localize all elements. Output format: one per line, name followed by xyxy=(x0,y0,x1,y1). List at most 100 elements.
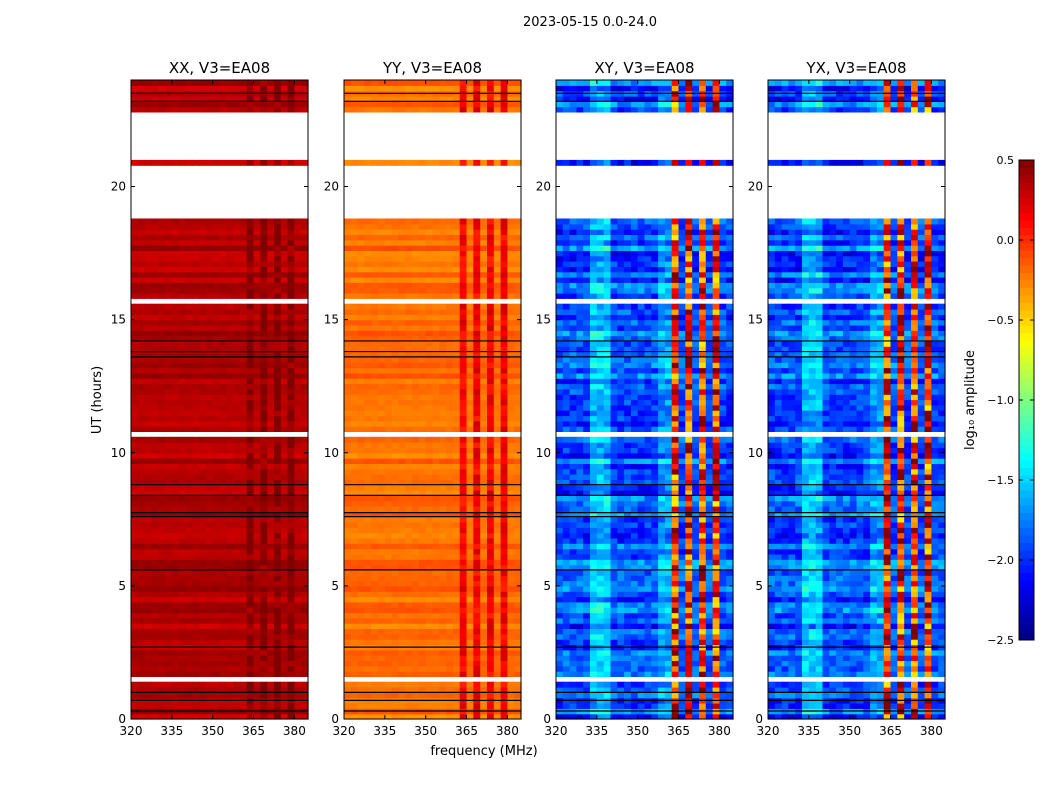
heatmap-cell xyxy=(192,325,199,331)
heatmap-cell xyxy=(213,522,220,528)
heatmap-cell xyxy=(514,330,521,336)
heatmap-cell xyxy=(151,474,158,480)
heatmap-cell xyxy=(301,160,308,166)
heatmap-cell xyxy=(412,570,419,576)
heatmap-cell xyxy=(186,368,193,374)
heatmap-cell xyxy=(145,533,152,539)
heatmap-cell xyxy=(131,570,138,576)
heatmap-cell xyxy=(514,629,521,635)
heatmap-cell xyxy=(453,394,460,400)
heatmap-cell xyxy=(254,219,261,225)
heatmap-cell xyxy=(274,570,281,576)
heatmap-cell xyxy=(364,639,371,645)
heatmap-cell xyxy=(439,591,446,597)
heatmap-cell xyxy=(460,538,467,544)
heatmap-cell xyxy=(507,586,514,592)
heatmap-cell xyxy=(179,272,186,278)
heatmap-cell xyxy=(267,607,274,613)
heatmap-cell xyxy=(274,629,281,635)
heatmap-cell xyxy=(233,304,240,310)
heatmap-cell xyxy=(473,517,480,523)
heatmap-cell xyxy=(138,245,145,251)
heatmap-cell xyxy=(378,416,385,422)
heatmap-cell xyxy=(507,288,514,294)
heatmap-cell xyxy=(151,266,158,272)
heatmap-cell xyxy=(460,660,467,666)
heatmap-cell xyxy=(344,410,351,416)
heatmap-cell xyxy=(274,293,281,299)
heatmap-cell xyxy=(220,250,227,256)
heatmap-cell xyxy=(412,421,419,427)
heatmap-cell xyxy=(281,703,288,709)
heatmap-cell xyxy=(405,501,412,507)
heatmap-cell xyxy=(473,384,480,390)
heatmap-cell xyxy=(364,623,371,629)
heatmap-cell xyxy=(494,416,501,422)
heatmap-cell xyxy=(247,250,254,256)
heatmap-cell xyxy=(507,224,514,230)
heatmap-cell xyxy=(392,400,399,406)
heatmap-cell xyxy=(172,671,179,677)
heatmap-cell xyxy=(412,410,419,416)
heatmap-cell xyxy=(419,245,426,251)
heatmap-cell xyxy=(192,256,199,262)
heatmap-cell xyxy=(145,660,152,666)
heatmap-cell xyxy=(301,517,308,523)
heatmap-cell xyxy=(453,362,460,368)
heatmap-cell xyxy=(473,538,480,544)
heatmap-cell xyxy=(233,400,240,406)
heatmap-cell xyxy=(392,304,399,310)
heatmap-cell xyxy=(344,458,351,464)
heatmap-cell xyxy=(220,485,227,491)
heatmap-cell xyxy=(254,527,261,533)
heatmap-cell xyxy=(419,341,426,347)
heatmap-cell xyxy=(267,357,274,363)
heatmap-cell xyxy=(192,416,199,422)
heatmap-cell xyxy=(399,549,406,555)
heatmap-cell xyxy=(274,517,281,523)
heatmap-cell xyxy=(226,660,233,666)
heatmap-cell xyxy=(301,485,308,491)
heatmap-cell xyxy=(172,634,179,640)
heatmap-cell xyxy=(351,629,358,635)
heatmap-cell xyxy=(480,320,487,326)
heatmap-cell xyxy=(480,304,487,310)
heatmap-cell xyxy=(179,549,186,555)
heatmap-cell xyxy=(151,261,158,267)
heatmap-cell xyxy=(453,634,460,640)
heatmap-cell xyxy=(378,229,385,235)
heatmap-cell xyxy=(206,400,213,406)
heatmap-cell xyxy=(220,437,227,443)
heatmap-cell xyxy=(439,517,446,523)
heatmap-cell xyxy=(344,618,351,624)
heatmap-cell xyxy=(378,692,385,698)
heatmap-cell xyxy=(358,597,365,603)
heatmap-cell xyxy=(220,639,227,645)
heatmap-cell xyxy=(385,394,392,400)
heatmap-cell xyxy=(233,703,240,709)
heatmap-cell xyxy=(288,261,295,267)
heatmap-cell xyxy=(294,320,301,326)
heatmap-cell xyxy=(371,522,378,528)
heatmap-cell xyxy=(480,463,487,469)
heatmap-cell xyxy=(392,240,399,246)
heatmap-cell xyxy=(138,703,145,709)
heatmap-cell xyxy=(267,442,274,448)
heatmap-cell xyxy=(226,703,233,709)
heatmap-cell xyxy=(487,288,494,294)
heatmap-cell xyxy=(378,373,385,379)
heatmap-cell xyxy=(186,629,193,635)
heatmap-cell xyxy=(507,357,514,363)
heatmap-cell xyxy=(233,660,240,666)
heatmap-cell xyxy=(247,229,254,235)
heatmap-cell xyxy=(213,639,220,645)
heatmap-cell xyxy=(274,245,281,251)
heatmap-cell xyxy=(145,293,152,299)
heatmap-cell xyxy=(480,277,487,283)
heatmap-cell xyxy=(145,655,152,661)
heatmap-cell xyxy=(364,522,371,528)
heatmap-cell xyxy=(392,629,399,635)
heatmap-cell xyxy=(501,288,508,294)
heatmap-cell xyxy=(351,549,358,555)
heatmap-cell xyxy=(240,341,247,347)
